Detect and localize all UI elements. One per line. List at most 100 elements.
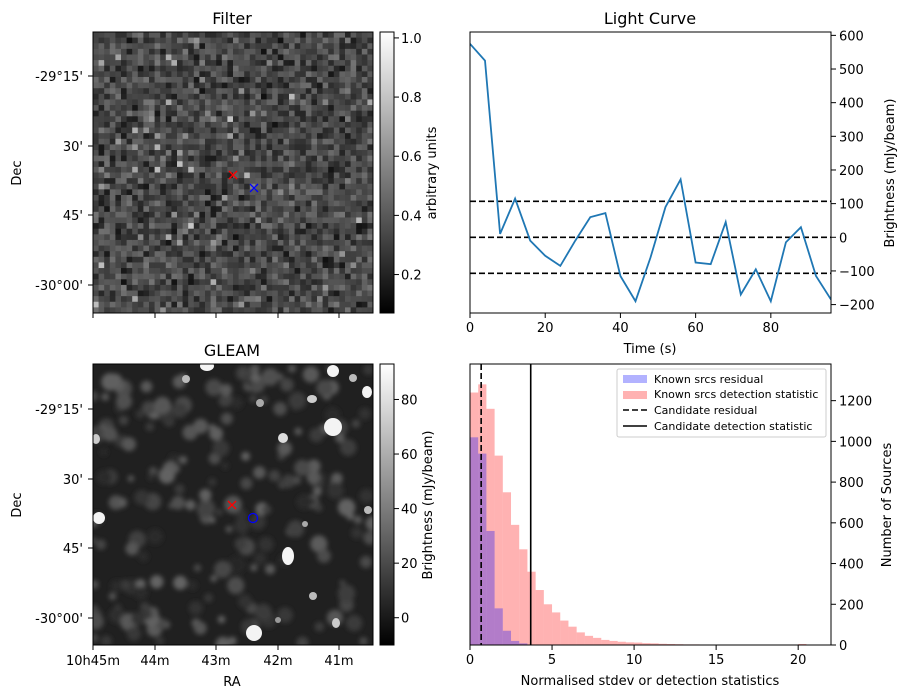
noise-pixel [311, 273, 318, 280]
noise-pixel [199, 121, 206, 129]
noise-pixel [345, 223, 352, 230]
noise-pixel [289, 194, 296, 202]
noise-pixel [104, 183, 111, 190]
noise-pixel [177, 194, 184, 202]
noise-pixel [328, 307, 335, 313]
noise-pixel [244, 251, 251, 258]
noise-pixel [300, 65, 307, 72]
noise-pixel [328, 279, 335, 286]
noise-pixel [333, 296, 340, 303]
noise-pixel [283, 206, 290, 213]
noise-pixel [317, 223, 324, 230]
noise-pixel [177, 138, 184, 145]
noise-pixel [171, 127, 178, 134]
noise-pixel [160, 290, 167, 297]
noise-pixel [115, 290, 122, 297]
noise-pixel [216, 105, 223, 112]
noise-pixel [322, 194, 329, 202]
noise-pixel [345, 161, 352, 168]
noise-pixel [188, 296, 195, 303]
noise-pixel [277, 228, 284, 235]
noise-pixel [294, 144, 301, 151]
noise-pixel [367, 93, 373, 101]
noise-pixel [126, 239, 133, 247]
noise-pixel [221, 223, 228, 230]
noise-pixel [238, 245, 245, 252]
noise-pixel [171, 290, 178, 297]
noise-pixel [311, 110, 318, 117]
noise-pixel [272, 150, 279, 157]
noise-pixel [109, 245, 116, 252]
noise-pixel [109, 262, 116, 269]
noise-pixel [93, 301, 100, 308]
noise-pixel [289, 105, 296, 112]
noise-pixel [132, 290, 139, 297]
noise-pixel [333, 116, 340, 123]
noise-pixel [182, 234, 189, 241]
noise-pixel [322, 279, 329, 286]
noise-pixel [244, 155, 251, 162]
noise-pixel [261, 121, 268, 129]
noise-pixel [160, 133, 167, 140]
noise-pixel [339, 178, 346, 185]
noise-pixel [160, 307, 167, 313]
noise-pixel [233, 76, 240, 84]
noise-pixel [356, 144, 363, 151]
x-tick-label: 0 [466, 321, 474, 336]
noise-pixel [182, 150, 189, 157]
noise-pixel [104, 234, 111, 241]
noise-pixel [115, 279, 122, 286]
noise-pixel [333, 144, 340, 151]
noise-pixel [300, 43, 307, 50]
noise-pixel [143, 301, 150, 308]
noise-pixel [216, 178, 223, 185]
noise-pixel [233, 133, 240, 140]
noise-pixel [115, 99, 122, 106]
histogram-bar [658, 643, 667, 645]
noise-pixel [266, 76, 273, 84]
gleam-ra-ticks: 10h45m 44m 43m 42m 41m [66, 645, 354, 669]
noise-pixel [333, 32, 340, 39]
noise-pixel [132, 307, 139, 313]
noise-pixel [115, 284, 122, 292]
noise-pixel [121, 268, 128, 275]
noise-pixel [132, 99, 139, 106]
texture-blob [249, 395, 257, 403]
noise-pixel [272, 76, 279, 84]
noise-pixel [233, 71, 240, 78]
noise-pixel [109, 116, 116, 123]
texture-blob [205, 379, 223, 396]
texture-blob [118, 415, 129, 426]
noise-pixel [350, 71, 357, 78]
noise-pixel [199, 71, 206, 78]
noise-pixel [272, 172, 279, 179]
noise-pixel [160, 234, 167, 241]
noise-pixel [93, 290, 100, 297]
noise-pixel [305, 189, 312, 196]
noise-pixel [311, 150, 318, 157]
noise-pixel [132, 200, 139, 207]
noise-pixel [328, 127, 335, 134]
noise-pixel [221, 161, 228, 168]
noise-pixel [249, 273, 256, 280]
noise-pixel [350, 48, 357, 56]
noise-pixel [93, 121, 100, 129]
noise-pixel [249, 133, 256, 140]
noise-pixel [132, 228, 139, 235]
noise-pixel [283, 82, 290, 89]
noise-pixel [171, 60, 178, 67]
noise-pixel [210, 178, 217, 185]
noise-pixel [345, 76, 352, 84]
noise-pixel [154, 279, 161, 286]
noise-pixel [137, 172, 144, 179]
noise-pixel [233, 93, 240, 101]
noise-pixel [221, 144, 228, 151]
noise-pixel [361, 194, 368, 202]
noise-pixel [272, 93, 279, 101]
noise-pixel [98, 105, 105, 112]
noise-pixel [115, 127, 122, 134]
noise-pixel [115, 121, 122, 129]
noise-pixel [238, 307, 245, 313]
noise-pixel [171, 183, 178, 190]
noise-pixel [126, 234, 133, 241]
